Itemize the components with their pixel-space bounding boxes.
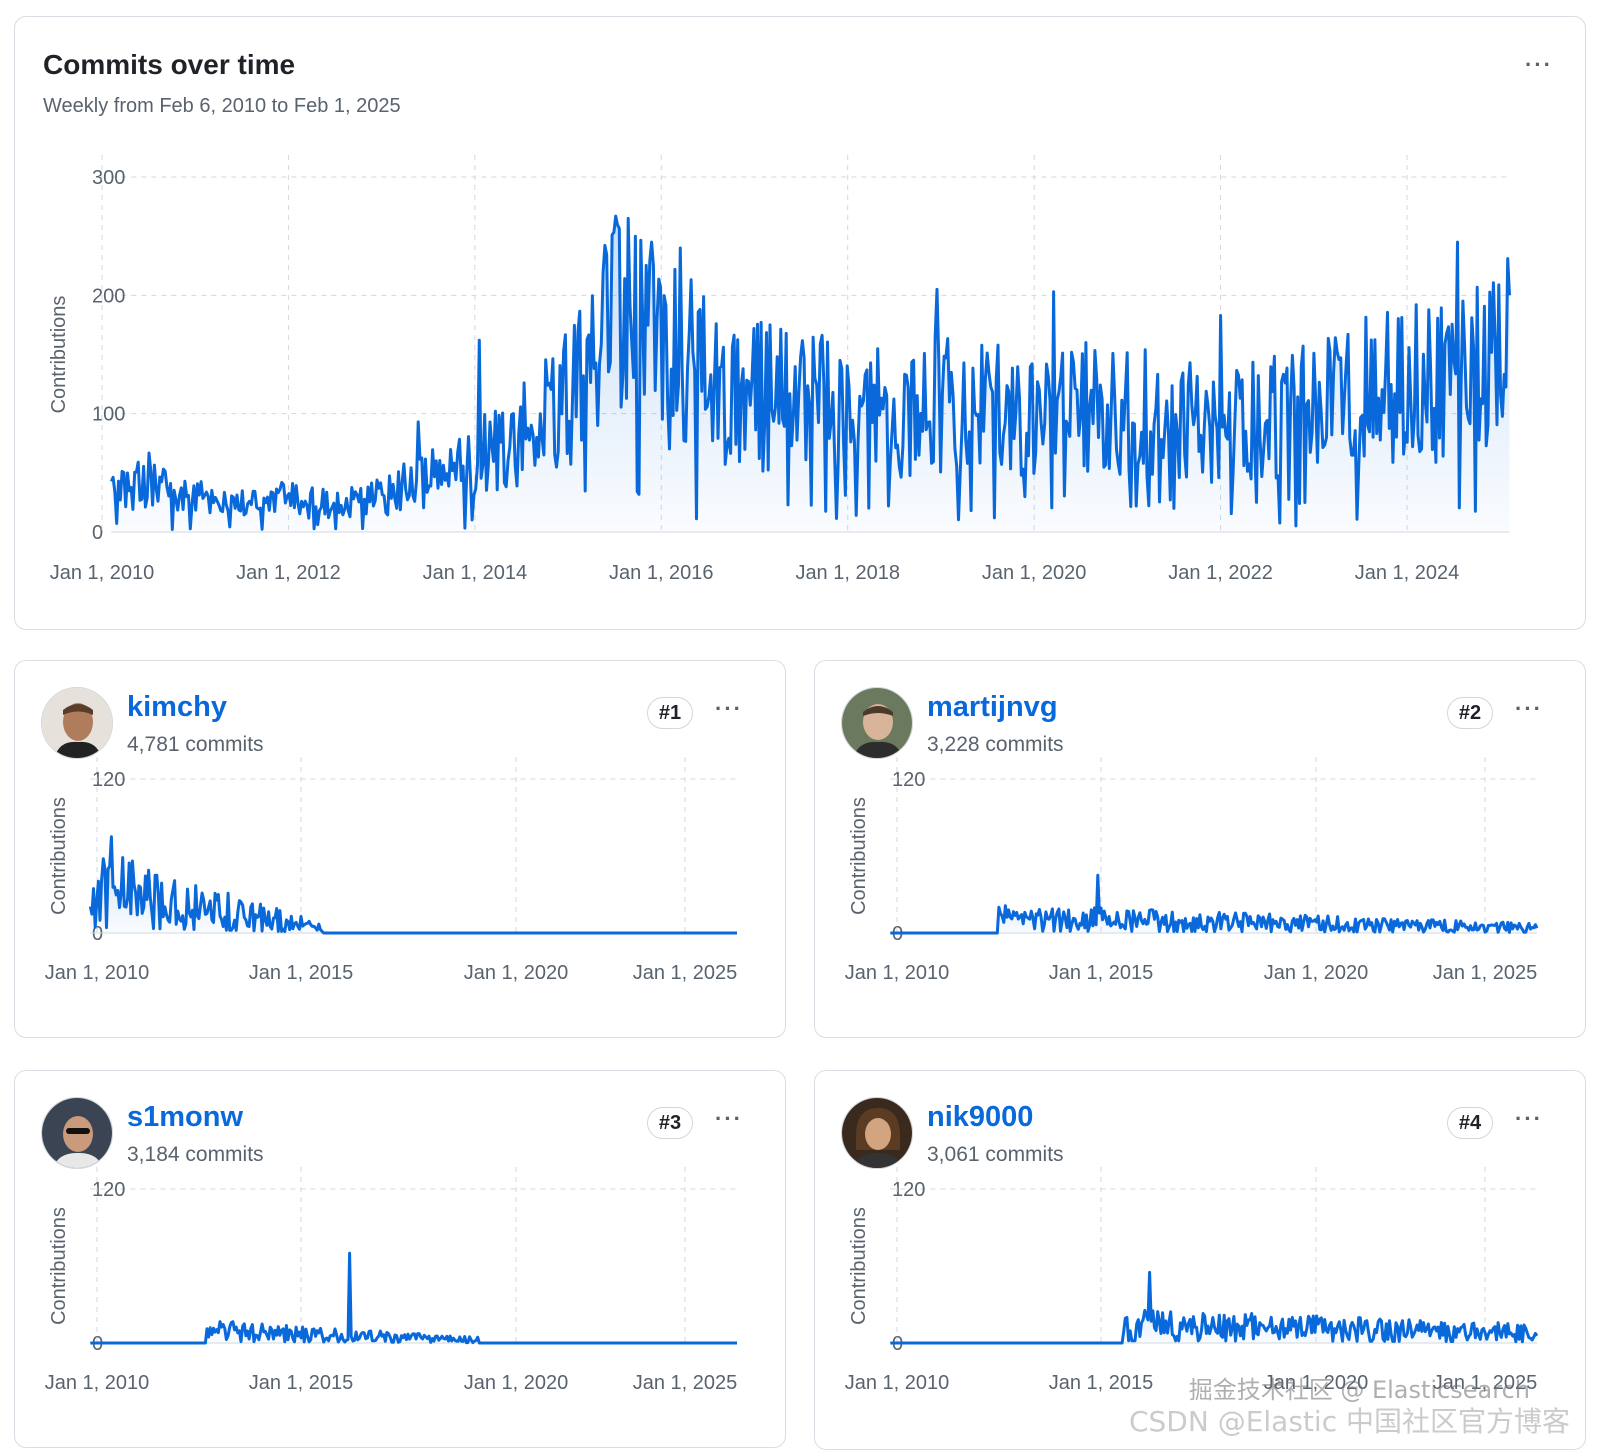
- contributor-chart: 0 120 Jan 1, 2010 Jan 1, 2015 Jan 1, 2020 Jan…: [45, 757, 738, 984]
- x-tick-label: Jan 1, 2024: [1355, 562, 1460, 584]
- x-tick-label: Jan 1, 2025: [633, 962, 738, 984]
- contributor-commit-count: 3,061 commits: [927, 1143, 1064, 1166]
- more-options-button[interactable]: ···: [715, 1106, 743, 1131]
- series-area: [90, 1253, 738, 1343]
- y-tick-label: 120: [92, 1179, 125, 1201]
- y-tick-label: 200: [92, 285, 125, 307]
- more-options-button[interactable]: ···: [715, 696, 743, 721]
- more-options-button[interactable]: ···: [1515, 1106, 1543, 1131]
- series-line: [890, 873, 1539, 935]
- more-options-button[interactable]: ···: [1525, 52, 1553, 77]
- avatar[interactable]: [41, 687, 113, 759]
- rank-badge: #2: [1447, 697, 1493, 729]
- x-tick-label: Jan 1, 2020: [1264, 1372, 1369, 1394]
- x-tick-label: Jan 1, 2020: [464, 962, 569, 984]
- chart-title: Commits over time: [43, 49, 296, 80]
- commits-chart: 0 100 200 300 Jan 1, 2010 Jan 1, 2012 Jan 1, 2…: [48, 155, 1511, 584]
- x-tick-label: Jan 1, 2020: [1264, 962, 1369, 984]
- watermark-csdn: CSDN @Elastic 中国社区官方博客: [1128, 1405, 1570, 1438]
- x-tick-label: Jan 1, 2015: [1049, 962, 1154, 984]
- x-tick-label: Jan 1, 2010: [45, 1372, 150, 1394]
- x-tick-label: Jan 1, 2025: [1433, 962, 1538, 984]
- contributor-username[interactable]: martijnvg: [927, 691, 1058, 723]
- rank-badge: #3: [647, 1107, 693, 1139]
- y-axis-label: Contributions: [48, 1207, 70, 1325]
- y-tick-label: 100: [92, 404, 125, 426]
- contributor-commit-count: 4,781 commits: [127, 733, 264, 756]
- y-tick-label: 120: [892, 1179, 925, 1201]
- x-tick-label: Jan 1, 2012: [236, 562, 341, 584]
- y-axis-label: Contributions: [848, 797, 870, 915]
- contributor-username[interactable]: kimchy: [127, 691, 227, 723]
- rank-badge: #1: [647, 697, 693, 729]
- contributor-card-4: nik9000 3,061 commits #4 ··· 0 120 Jan 1, …: [814, 1070, 1586, 1450]
- contributor-username[interactable]: nik9000: [927, 1101, 1034, 1133]
- watermark-juejin: 掘金技术社区 @ Elasticsearch: [1188, 1376, 1530, 1404]
- y-axis-label: Contributions: [848, 1207, 870, 1325]
- x-tick-label: Jan 1, 2016: [609, 562, 714, 584]
- series-line: [109, 214, 1511, 531]
- x-tick-label: Jan 1, 2025: [1433, 1372, 1538, 1394]
- series-line: [890, 1270, 1539, 1345]
- x-tick-label: Jan 1, 2015: [1049, 1372, 1154, 1394]
- x-tick-label: Jan 1, 2014: [423, 562, 528, 584]
- y-tick-label: 300: [92, 167, 125, 189]
- avatar[interactable]: [841, 1097, 913, 1169]
- series-line: [90, 1251, 737, 1345]
- chart-subtitle: Weekly from Feb 6, 2010 to Feb 1, 2025: [43, 95, 401, 117]
- series-line: [88, 835, 737, 935]
- x-tick-label: Jan 1, 2025: [633, 1372, 738, 1394]
- x-tick-label: Jan 1, 2010: [845, 962, 950, 984]
- rank-badge: #4: [1447, 1107, 1493, 1139]
- x-tick-label: Jan 1, 2010: [50, 562, 155, 584]
- y-tick-label: 120: [92, 769, 125, 791]
- y-tick-label: 0: [92, 923, 103, 945]
- avatar[interactable]: [841, 687, 913, 759]
- contributor-commit-count: 3,228 commits: [927, 733, 1064, 756]
- contributor-commit-count: 3,184 commits: [127, 1143, 264, 1166]
- contributor-card-1: kimchy 4,781 commits #1 ··· 0 120 Jan 1, 2…: [14, 660, 786, 1038]
- contributor-card-2: martijnvg 3,228 commits #2 ··· 0 120 Jan 1…: [814, 660, 1586, 1038]
- y-tick-label: 0: [92, 522, 103, 544]
- avatar[interactable]: [41, 1097, 113, 1169]
- x-tick-label: Jan 1, 2018: [795, 562, 900, 584]
- contributor-username[interactable]: s1monw: [127, 1101, 244, 1133]
- more-options-button[interactable]: ···: [1515, 696, 1543, 721]
- x-tick-label: Jan 1, 2010: [45, 962, 150, 984]
- y-axis-label: Contributions: [48, 296, 70, 414]
- y-tick-label: 120: [892, 769, 925, 791]
- y-axis-label: Contributions: [48, 797, 70, 915]
- x-tick-label: Jan 1, 2020: [982, 562, 1087, 584]
- x-tick-label: Jan 1, 2020: [464, 1372, 569, 1394]
- commits-over-time-card: Commits over time Weekly from Feb 6, 201…: [14, 16, 1586, 630]
- x-tick-label: Jan 1, 2022: [1168, 562, 1273, 584]
- x-tick-label: Jan 1, 2010: [845, 1372, 950, 1394]
- contributor-card-3: s1monw 3,184 commits #3 ··· 0 120 Jan 1, 2…: [14, 1070, 786, 1448]
- x-tick-label: Jan 1, 2015: [249, 962, 354, 984]
- x-tick-label: Jan 1, 2015: [249, 1372, 354, 1394]
